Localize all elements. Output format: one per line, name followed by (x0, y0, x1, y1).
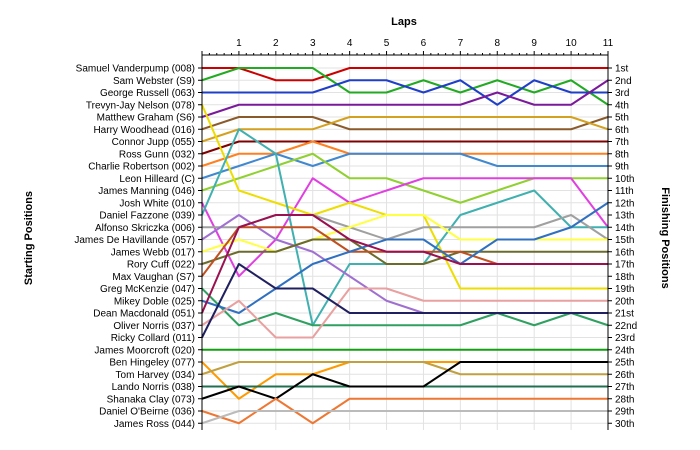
chart-title: Laps (391, 16, 417, 28)
x-tick-label: 10 (566, 38, 578, 49)
driver-line-11 (201, 177, 609, 278)
driver-line-6 (201, 116, 609, 143)
finish-label: 29th (615, 407, 634, 418)
driver-line-28 (201, 361, 608, 400)
start-label: Sam Webster (S9) (113, 76, 195, 87)
start-label: James Ross (044) (114, 419, 195, 430)
driver-line-22 (201, 287, 608, 339)
start-label: Alfonso Skriczka (006) (95, 223, 195, 234)
driver-line-19 (201, 287, 609, 327)
finish-label: 25th (615, 358, 634, 369)
axes (198, 51, 612, 430)
x-tick-label: 5 (384, 38, 390, 49)
finish-label: 21st (615, 309, 634, 320)
start-label: Shanaka Clay (073) (107, 394, 195, 405)
x-tick-label: 8 (494, 38, 500, 49)
finish-label: 2nd (615, 76, 632, 87)
finish-label: 18th (615, 272, 634, 283)
start-label: Samuel Vanderpump (008) (76, 64, 195, 75)
finish-label: 15th (615, 235, 634, 246)
start-label: Ricky Collard (011) (111, 333, 195, 344)
x-tick-label: 2 (273, 38, 279, 49)
finish-label: 23rd (615, 333, 635, 344)
driver-line-15 (201, 214, 608, 253)
finish-label: 19th (615, 284, 634, 295)
driver-line-7 (201, 140, 608, 155)
finish-label: 28th (615, 394, 634, 405)
start-label: James Webb (017) (111, 247, 195, 258)
finish-label: 20th (615, 296, 634, 307)
finish-label: 1st (615, 64, 629, 75)
finish-label: 17th (615, 260, 634, 271)
start-label: Trevyn-Jay Nelson (078) (86, 100, 195, 111)
start-label: Mikey Doble (025) (114, 296, 195, 307)
x-tick-label: 6 (421, 38, 427, 49)
labels: 1 2 3 4 5 6 7 8 9 10 11 Samuel Vanderpump (008)Sam … (74, 38, 637, 430)
driver-line-12 (201, 104, 608, 290)
driver-line-5 (201, 116, 609, 131)
finish-label: 14th (615, 223, 634, 234)
start-label: Connor Jupp (055) (112, 137, 195, 148)
driver-line-20 (201, 201, 609, 314)
driver-line-3 (202, 79, 608, 106)
start-label: Daniel Fazzone (039) (99, 211, 195, 222)
driver-line-23 (201, 263, 608, 338)
finish-label: 24th (615, 345, 634, 356)
driver-line-30 (201, 410, 608, 425)
finish-label: 16th (615, 247, 634, 258)
start-label: Harry Woodhead (016) (93, 125, 195, 136)
x-tick-label: 11 (603, 38, 614, 49)
start-label: Dean Macdonald (051) (93, 309, 195, 320)
start-label: Daniel O'Beirne (036) (99, 407, 195, 418)
start-label: Max Vaughan (S7) (112, 272, 195, 283)
finish-label: 27th (615, 382, 634, 393)
x-tick-label: 4 (347, 38, 353, 49)
finish-label: 6th (615, 125, 629, 136)
start-label: James Moorcroft (020) (94, 345, 195, 356)
start-label: Josh White (010) (119, 198, 195, 209)
driver-line-1 (202, 67, 608, 82)
start-label: James De Havillande (057) (74, 235, 195, 246)
finish-label: 5th (615, 113, 629, 124)
driver-line-21 (201, 214, 608, 314)
start-label: Rory Cuff (022) (127, 260, 195, 271)
y-axis-label-left: Starting Positions (23, 191, 35, 285)
finish-label: 22nd (615, 321, 637, 332)
start-label: Tom Harvey (034) (116, 370, 195, 381)
y-axis-label-right: Finishing Positions (659, 187, 671, 288)
start-label: Matthew Graham (S6) (97, 113, 195, 124)
x-tick-label: 7 (458, 38, 464, 49)
finish-label: 11th (615, 186, 634, 197)
finish-label: 30th (615, 419, 634, 430)
finish-label: 7th (615, 137, 629, 148)
start-label: Leon Hilleard (C) (119, 174, 195, 185)
driver-line-26 (201, 361, 608, 376)
finish-label: 8th (615, 149, 629, 160)
start-label: Ross Gunn (032) (119, 149, 195, 160)
start-label: James Manning (046) (98, 186, 195, 197)
finish-label: 3rd (615, 88, 629, 99)
finish-label: 10th (615, 174, 634, 185)
finish-label: 4th (615, 100, 629, 111)
finish-label: 9th (615, 162, 629, 173)
finish-label: 12th (615, 198, 634, 209)
finish-label: 26th (615, 370, 634, 381)
start-label: Ben Hingeley (077) (109, 358, 195, 369)
series-lines (201, 67, 609, 425)
start-label: Oliver Norris (037) (113, 321, 195, 332)
x-tick-label: 1 (236, 38, 242, 49)
finish-label: 13th (615, 211, 634, 222)
driver-line-17 (201, 238, 608, 265)
driver-line-4 (201, 79, 609, 118)
driver-line-29 (201, 397, 608, 425)
start-label: Greg McKenzie (047) (100, 284, 195, 295)
start-label: Charlie Robertson (002) (88, 162, 195, 173)
x-tick-label: 9 (531, 38, 537, 49)
start-label: George Russell (063) (100, 88, 195, 99)
driver-line-9 (201, 152, 608, 180)
driver-line-25 (201, 361, 608, 400)
start-label: Lando Norris (038) (112, 382, 195, 393)
x-tick-label: 3 (310, 38, 316, 49)
